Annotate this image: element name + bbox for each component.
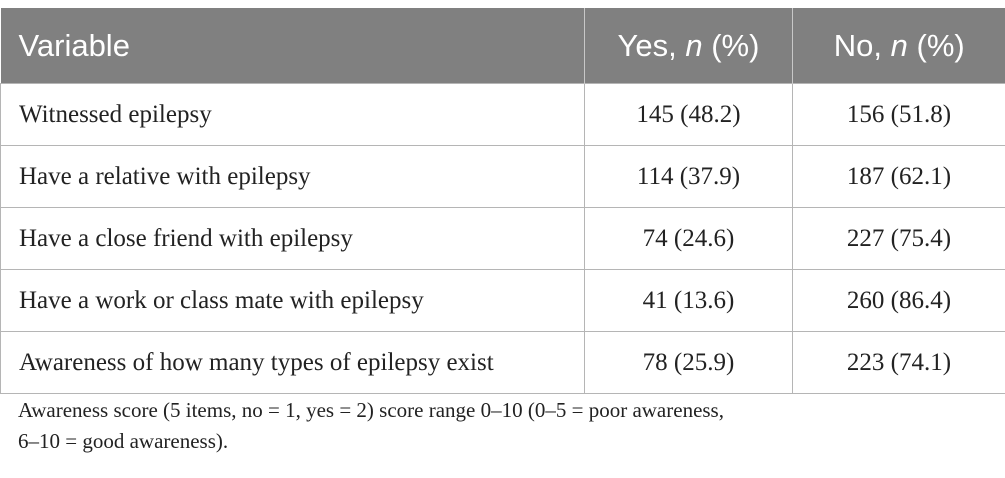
header-yes-prefix: Yes, xyxy=(617,27,686,63)
table-row: Have a work or class mate with epilepsy … xyxy=(0,269,1005,332)
table-header: Variable Yes, n (%) No, n (%) xyxy=(0,8,1005,84)
header-variable-label: Variable xyxy=(18,27,130,63)
header-variable: Variable xyxy=(0,8,585,84)
header-no: No, n (%) xyxy=(792,8,1005,84)
cell-no: 156 (51.8) xyxy=(792,83,1005,146)
footnote-line-2: 6–10 = good awareness). xyxy=(18,429,229,453)
header-yes-suffix: (%) xyxy=(702,27,760,63)
table-body: Witnessed epilepsy 145 (48.2) 156 (51.8)… xyxy=(0,83,1005,394)
cell-yes: 41 (13.6) xyxy=(584,269,793,332)
table-row: Have a relative with epilepsy 114 (37.9)… xyxy=(0,145,1005,208)
cell-variable: Have a work or class mate with epilepsy xyxy=(0,269,585,332)
header-no-suffix: (%) xyxy=(907,27,965,63)
cell-no: 260 (86.4) xyxy=(792,269,1005,332)
cell-no: 187 (62.1) xyxy=(792,145,1005,208)
cell-yes: 74 (24.6) xyxy=(584,207,793,270)
table-row: Witnessed epilepsy 145 (48.2) 156 (51.8) xyxy=(0,83,1005,146)
data-table-container: Variable Yes, n (%) No, n (%) Witnessed … xyxy=(0,8,1005,394)
cell-yes: 145 (48.2) xyxy=(584,83,793,146)
cell-no: 227 (75.4) xyxy=(792,207,1005,270)
cell-variable: Have a close friend with epilepsy xyxy=(0,207,585,270)
table-row: Have a close friend with epilepsy 74 (24… xyxy=(0,207,1005,270)
awareness-table: Variable Yes, n (%) No, n (%) Witnessed … xyxy=(0,8,1005,394)
footnote-line-1: Awareness score (5 items, no = 1, yes = … xyxy=(18,398,724,422)
cell-variable: Have a relative with epilepsy xyxy=(0,145,585,208)
cell-yes: 114 (37.9) xyxy=(584,145,793,208)
table-footnote: Awareness score (5 items, no = 1, yes = … xyxy=(18,395,978,457)
cell-variable: Witnessed epilepsy xyxy=(0,83,585,146)
header-no-n: n xyxy=(890,27,908,63)
header-row: Variable Yes, n (%) No, n (%) xyxy=(0,8,1005,84)
header-yes-n: n xyxy=(685,27,703,63)
cell-yes: 78 (25.9) xyxy=(584,331,793,394)
header-no-prefix: No, xyxy=(833,27,891,63)
header-yes: Yes, n (%) xyxy=(584,8,793,84)
table-row: Awareness of how many types of epilepsy … xyxy=(0,331,1005,394)
cell-variable: Awareness of how many types of epilepsy … xyxy=(0,331,585,394)
cell-no: 223 (74.1) xyxy=(792,331,1005,394)
